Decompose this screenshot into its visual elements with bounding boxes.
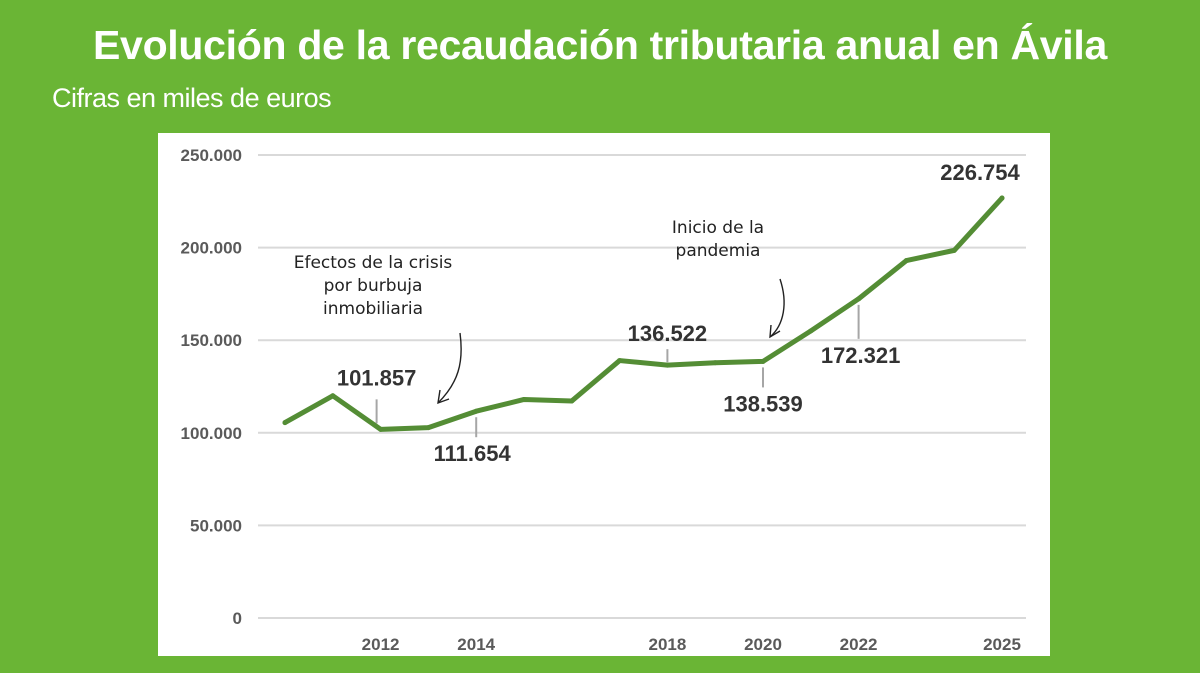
chart-title: Evolución de la recaudación tributaria a… — [93, 22, 1107, 68]
data-point — [425, 425, 431, 431]
data-label: 101.857 — [337, 365, 417, 390]
chart-area: 0 50.000 100.000 150.000 200.000 250.000 2012… — [158, 133, 1050, 656]
x-tick-label: 2025 — [983, 635, 1021, 654]
y-tick-label: 100.000 — [181, 424, 242, 443]
data-label: 111.654 — [434, 441, 512, 466]
x-tick-label: 2018 — [648, 635, 686, 654]
annotation-arrow — [437, 332, 462, 404]
data-point — [856, 296, 862, 302]
annotation-text: Efectos de la crisis — [294, 253, 453, 273]
data-label: 226.754 — [940, 160, 1020, 185]
annotation-arrow — [769, 278, 785, 338]
annotation-text: inmobiliaria — [323, 299, 423, 319]
series-group — [282, 195, 1005, 432]
data-point — [808, 328, 814, 334]
data-point — [617, 358, 623, 364]
chart-subtitle: Cifras en miles de euros — [52, 83, 332, 113]
data-label: 172.321 — [821, 343, 901, 368]
y-tick-label: 200.000 — [181, 239, 242, 258]
data-point — [569, 398, 575, 404]
x-tick-label: 2012 — [362, 635, 400, 654]
data-point — [282, 420, 288, 426]
annotations: Efectos de la crisis por burbuja inmobilia… — [294, 218, 785, 405]
data-point — [999, 195, 1005, 201]
data-point — [903, 258, 909, 264]
y-tick-label: 150.000 — [181, 331, 242, 350]
annotation-arrowhead — [437, 389, 450, 405]
data-point — [330, 393, 336, 399]
y-axis: 0 50.000 100.000 150.000 200.000 250.000 — [181, 146, 242, 628]
data-point — [473, 408, 479, 414]
data-point — [378, 426, 384, 432]
series-line — [282, 195, 1005, 432]
y-tick-label: 250.000 — [181, 146, 242, 165]
line-chart: 0 50.000 100.000 150.000 200.000 250.000 2012… — [181, 146, 1026, 654]
annotation-text: Inicio de la — [672, 218, 764, 238]
data-point — [951, 247, 957, 253]
x-tick-label: 2022 — [840, 635, 878, 654]
annotation-text: pandemia — [676, 241, 761, 261]
data-point — [760, 358, 766, 364]
data-point — [521, 396, 527, 402]
data-labels: 101.857 111.654 136.522 138.539 172.321 226.7… — [337, 160, 1021, 466]
data-label: 138.539 — [723, 391, 803, 416]
x-tick-label: 2020 — [744, 635, 782, 654]
x-axis: 2012 2014 2018 2020 2022 2025 — [362, 635, 1021, 654]
data-point — [712, 360, 718, 366]
y-tick-label: 0 — [233, 609, 242, 628]
grid-lines — [258, 154, 1026, 619]
data-point — [664, 362, 670, 368]
y-tick-label: 50.000 — [190, 516, 242, 535]
annotation-text: por burbuja — [324, 276, 423, 296]
x-tick-label: 2014 — [457, 635, 495, 654]
annotation-arrowhead — [769, 324, 781, 339]
data-label: 136.522 — [628, 321, 708, 346]
label-leaders — [375, 304, 860, 438]
